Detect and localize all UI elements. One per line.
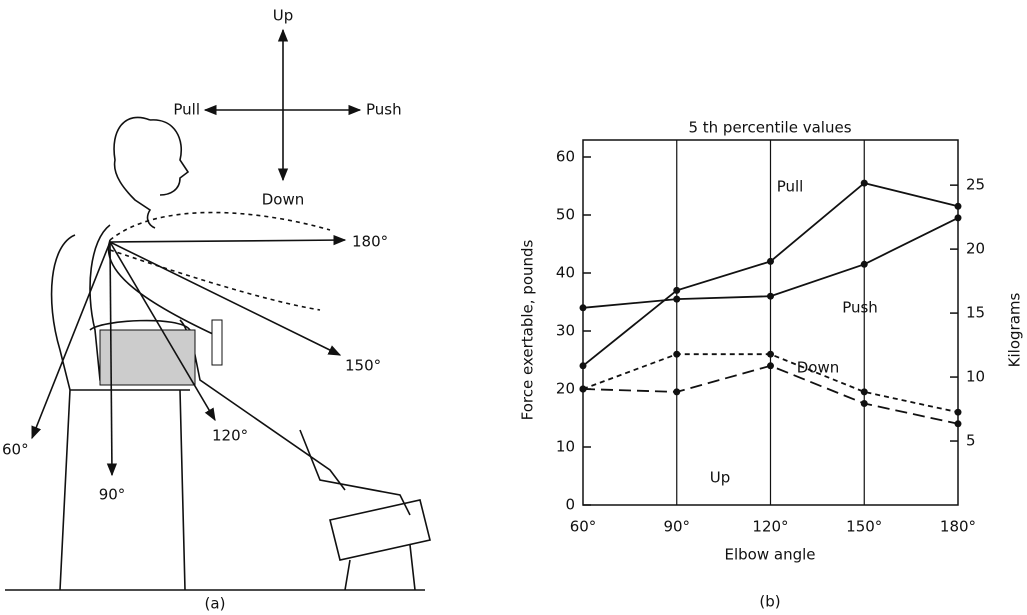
label-push: Push <box>366 101 402 119</box>
data-point <box>860 388 868 396</box>
arm <box>107 239 216 336</box>
illustration: Up Down Pull Push 180° 150° 120° 90° 60°… <box>2 7 431 613</box>
chart-title: 5 th percentile values <box>688 119 851 137</box>
data-point <box>579 362 587 370</box>
angle-label: 150° <box>345 357 381 375</box>
x-tick-label: 150° <box>846 518 882 536</box>
arrow-90 <box>106 241 118 477</box>
data-point <box>579 304 587 312</box>
x-tick-label: 60° <box>570 518 597 536</box>
footrest <box>329 499 431 591</box>
data-point <box>673 350 681 358</box>
leg-lower <box>299 429 411 516</box>
y2-tick-label: 15 <box>966 304 985 322</box>
seat-shading <box>99 329 196 386</box>
arrow-150 <box>109 241 342 356</box>
label-down: Down <box>262 191 305 209</box>
data-point <box>673 286 681 294</box>
chair <box>50 234 190 591</box>
data-point <box>767 362 774 370</box>
x-axis-label: Elbow angle <box>725 546 816 564</box>
y2-tick-label: 10 <box>966 368 985 386</box>
label-pull: Pull <box>173 101 200 119</box>
y-tick-label: 40 <box>556 264 575 282</box>
x-tick-label: 120° <box>752 518 788 536</box>
y-tick-label: 30 <box>556 322 575 340</box>
data-point <box>767 257 774 265</box>
data-point <box>673 388 681 396</box>
data-point <box>954 214 962 222</box>
data-point <box>954 408 962 416</box>
caption: (a) <box>205 595 226 613</box>
data-point <box>767 350 774 358</box>
y2-tick-label: 20 <box>966 240 985 258</box>
y-tick-label: 20 <box>556 380 575 398</box>
data-point <box>860 260 868 268</box>
label-up: Up <box>273 7 294 25</box>
y-tick-label: 10 <box>556 438 575 456</box>
head <box>113 116 156 229</box>
series-label: Down <box>797 359 840 377</box>
angle-label: 180° <box>352 233 388 251</box>
chart: 5 th percentile values Elbow angle Force… <box>519 119 1024 611</box>
data-point <box>767 292 774 300</box>
y-tick-label: 60 <box>556 148 575 166</box>
face <box>149 119 190 196</box>
data-point <box>860 179 868 187</box>
angle-label: 90° <box>99 486 126 504</box>
arm-sweep <box>109 249 321 311</box>
data-point <box>579 385 587 393</box>
arrow-120 <box>109 241 216 422</box>
y-tick-label: 50 <box>556 206 575 224</box>
angle-label: 120° <box>212 427 248 445</box>
series-label: Up <box>710 469 731 487</box>
arrow-60 <box>31 241 111 440</box>
data-point <box>954 202 962 210</box>
y-axis-label: Force exertable, pounds <box>519 239 537 420</box>
handle <box>211 319 223 366</box>
y2-axis-label: Kilograms <box>1006 292 1024 367</box>
y-tick-label: 0 <box>565 496 575 514</box>
series-label: Pull <box>777 178 804 196</box>
caption: (b) <box>759 593 780 611</box>
data-point <box>860 400 868 407</box>
angle-label: 60° <box>2 441 29 459</box>
data-point <box>954 420 962 428</box>
y2-tick-label: 5 <box>966 432 976 450</box>
arrow-180 <box>109 234 347 246</box>
x-tick-label: 90° <box>663 518 690 536</box>
arm-sweep <box>109 211 331 241</box>
series-label: Push <box>842 299 878 317</box>
x-tick-label: 180° <box>940 518 976 536</box>
y2-tick-label: 25 <box>966 176 985 194</box>
data-point <box>673 295 681 303</box>
